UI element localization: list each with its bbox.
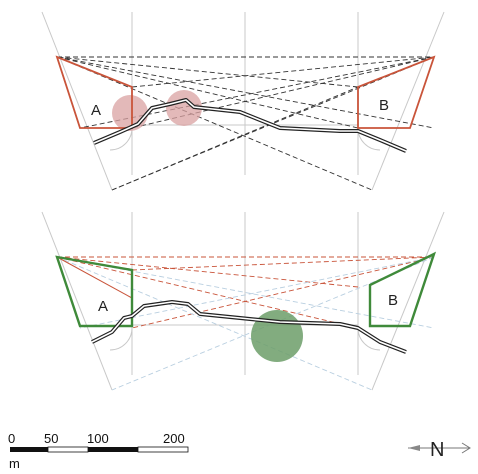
top-triangle-b xyxy=(357,55,436,129)
bottom-panel: A B xyxy=(41,211,445,391)
bottom-circle xyxy=(251,310,303,362)
top-circle-right xyxy=(166,90,202,126)
bottom-triangle-b xyxy=(368,251,437,328)
bottom-road xyxy=(91,300,407,354)
scale-tick-200: 200 xyxy=(163,431,185,446)
scale-unit: m xyxy=(9,456,20,471)
bottom-triangle-a xyxy=(55,255,134,328)
top-panel: A B xyxy=(41,11,445,191)
scale-bar: 0 50 100 200 m xyxy=(8,431,189,471)
scale-tick-0: 0 xyxy=(8,431,15,446)
top-road xyxy=(93,98,407,153)
north-arrow-tail-icon xyxy=(461,442,471,454)
top-label-a: A xyxy=(91,102,101,119)
north-arrow: N xyxy=(408,439,471,461)
bottom-label-b: B xyxy=(388,292,398,309)
top-label-b: B xyxy=(379,97,389,114)
north-label: N xyxy=(430,439,444,461)
top-dashed-sightlines xyxy=(56,56,435,191)
scale-tick-100: 100 xyxy=(87,431,109,446)
bottom-red-inner-line xyxy=(56,256,133,299)
north-arrow-head-icon xyxy=(408,445,420,451)
scale-tick-50: 50 xyxy=(44,431,58,446)
bottom-label-a: A xyxy=(98,298,108,315)
bottom-boundary-lines xyxy=(41,211,445,391)
